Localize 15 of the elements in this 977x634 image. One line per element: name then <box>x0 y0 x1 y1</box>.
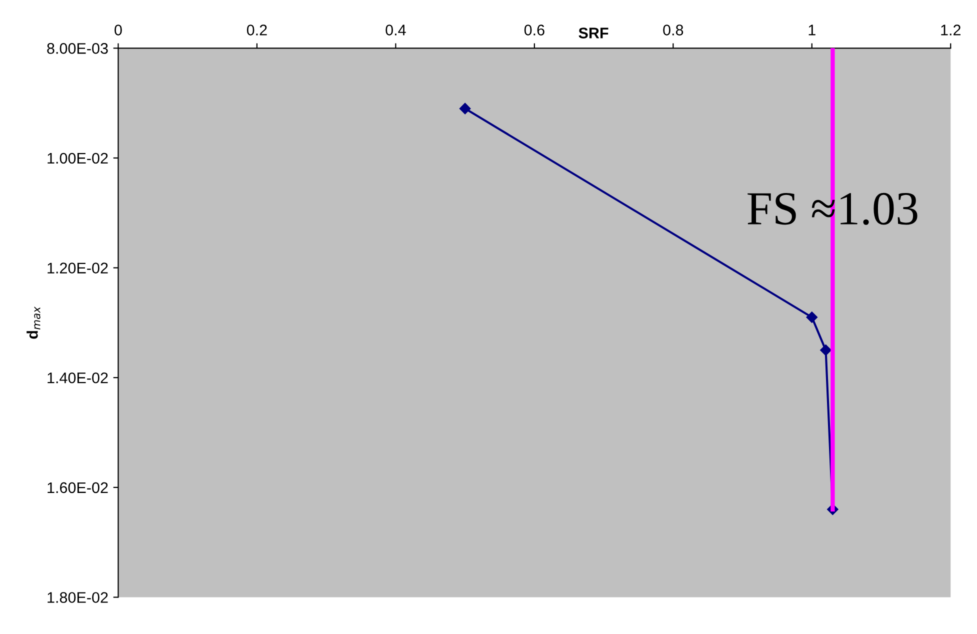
y-axis-title: d$_{max}$ <box>26 306 40 339</box>
x-tick-label: 0.6 <box>524 24 544 36</box>
y-tick-label: 1.00E-02 <box>48 152 108 164</box>
x-tick-label: 0.4 <box>386 24 406 36</box>
x-tick-label: 0.2 <box>246 24 267 36</box>
x-tick-label: 0.8 <box>663 24 684 36</box>
y-tick-label: 1.80E-02 <box>48 592 108 603</box>
x-tick-label: 1 <box>808 24 816 36</box>
x-tick-label: 1.2 <box>941 24 960 36</box>
y-tick-label: 1.20E-02 <box>48 262 108 274</box>
y-tick-label: 8.00E-03 <box>47 43 108 54</box>
y-tick-label: 1.60E-02 <box>48 482 108 494</box>
x-tick-label: 0 <box>114 24 122 36</box>
x-axis-title: SRF <box>578 28 608 38</box>
y-tick-label: 1.40E-02 <box>48 372 108 384</box>
